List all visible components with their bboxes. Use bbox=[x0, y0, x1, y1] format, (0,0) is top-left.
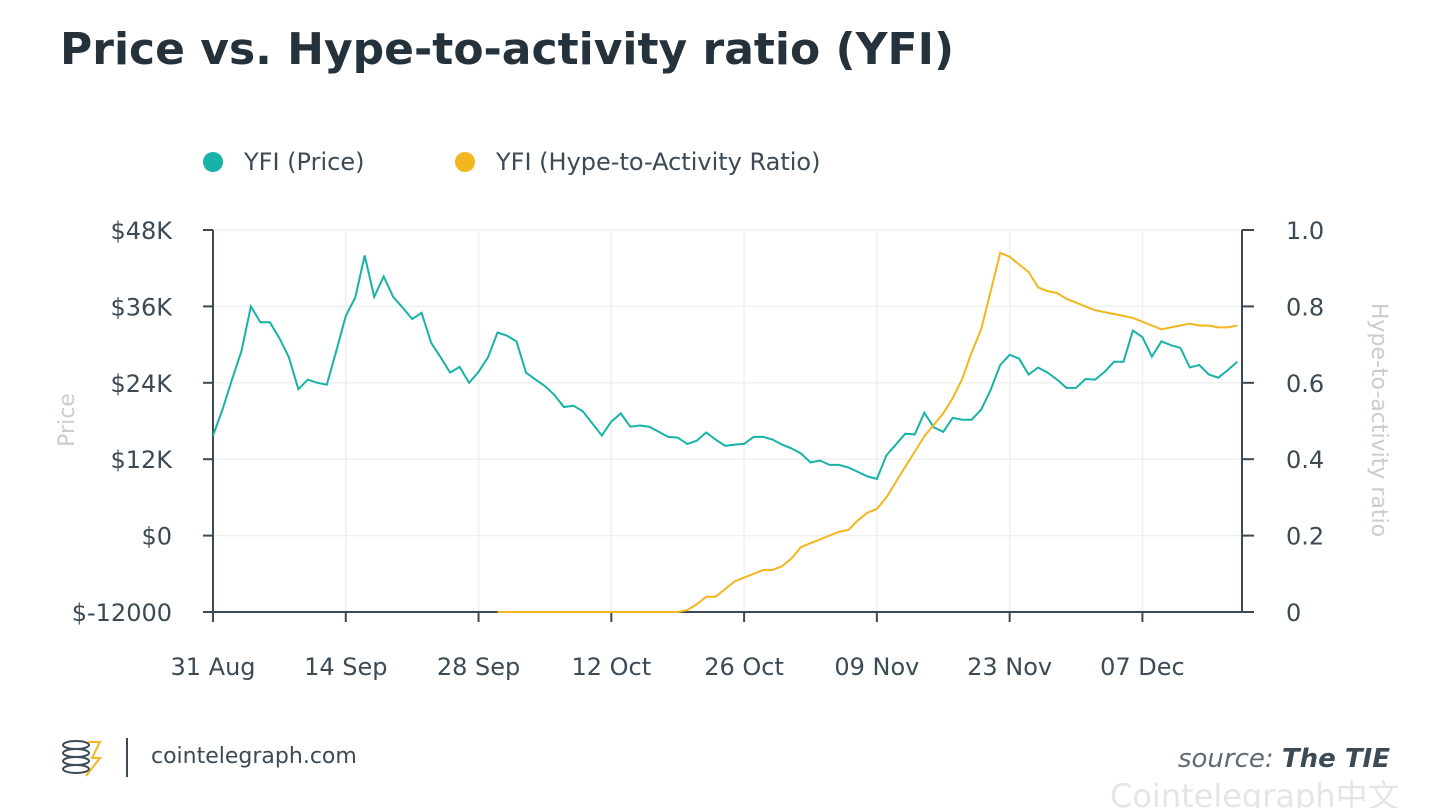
footer-source: source: The TIE bbox=[1178, 744, 1390, 774]
y-tick-label: $0 bbox=[141, 523, 172, 551]
y2-axis-title: Hype-to-activity ratio bbox=[1366, 303, 1391, 537]
x-tick-label: 12 Oct bbox=[571, 653, 651, 681]
x-tick-label: 09 Nov bbox=[834, 653, 919, 681]
legend-label: YFI (Price) bbox=[243, 148, 364, 176]
x-tick-label: 14 Sep bbox=[304, 653, 387, 681]
legend-marker bbox=[203, 152, 223, 172]
watermark: Cointelegraph中文 bbox=[1110, 777, 1400, 808]
y2-tick-label: 0.6 bbox=[1286, 370, 1324, 398]
source-name: The TIE bbox=[1282, 744, 1390, 774]
y2-tick-label: 0 bbox=[1286, 599, 1301, 627]
series-line bbox=[497, 251, 1238, 613]
y2-tick-label: 0.8 bbox=[1286, 293, 1324, 321]
y2-tick-label: 1.0 bbox=[1286, 217, 1324, 245]
legend-label: YFI (Hype-to-Activity Ratio) bbox=[495, 148, 820, 176]
y2-tick-label: 0.4 bbox=[1286, 446, 1324, 474]
footer-site: cointelegraph.com bbox=[151, 744, 357, 769]
x-tick-label: 31 Aug bbox=[170, 653, 255, 681]
source-label: source: bbox=[1178, 744, 1274, 774]
y2-tick-label: 0.2 bbox=[1286, 523, 1324, 551]
series-line bbox=[212, 255, 1238, 481]
y-tick-label: $48K bbox=[110, 217, 173, 245]
x-tick-label: 26 Oct bbox=[704, 653, 784, 681]
chart-title: Price vs. Hype-to-activity ratio (YFI) bbox=[60, 24, 954, 75]
y-tick-label: $-12000 bbox=[72, 599, 172, 627]
x-tick-label: 23 Nov bbox=[967, 653, 1052, 681]
y-tick-label: $24K bbox=[110, 370, 173, 398]
y-axis-title: Price bbox=[55, 393, 80, 447]
x-tick-label: 28 Sep bbox=[437, 653, 520, 681]
y-tick-label: $12K bbox=[110, 446, 173, 474]
logo bbox=[62, 740, 103, 777]
y-tick-label: $36K bbox=[110, 293, 173, 321]
x-tick-label: 07 Dec bbox=[1100, 653, 1185, 681]
legend-marker bbox=[455, 152, 475, 172]
